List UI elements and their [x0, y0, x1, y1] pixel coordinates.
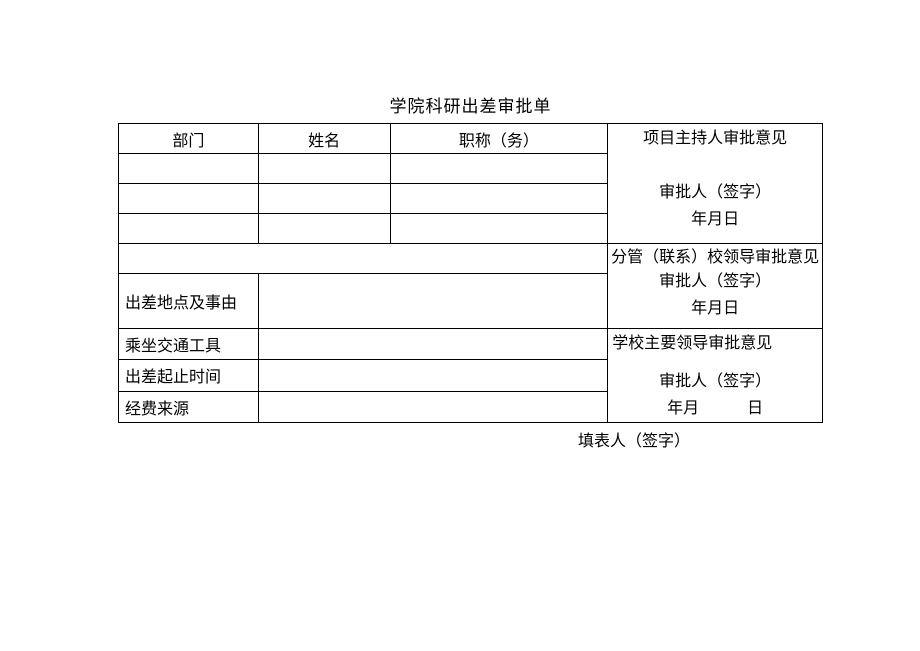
value-transport [258, 329, 607, 360]
approval-leader-title: 分管（联系）校领导审批意见审批人（签字） [608, 246, 822, 294]
value-funding [258, 391, 607, 422]
value-destination [258, 274, 607, 329]
table-row [390, 214, 608, 244]
approval-leader-date: 年月日 [608, 296, 822, 322]
table-row [119, 214, 259, 244]
approval-main-sig: 审批人（签字） [608, 369, 822, 395]
table-row [258, 184, 390, 214]
approval-host: 项目主持人审批意见 审批人（签字） 年月日 [608, 124, 823, 244]
approval-main-leader: 学校主要领导审批意见 审批人（签字） 年月日 [608, 329, 823, 423]
table-row [258, 154, 390, 184]
header-name: 姓名 [258, 124, 390, 154]
header-dept: 部门 [119, 124, 259, 154]
approval-host-date: 年月日 [608, 207, 822, 233]
table-row [119, 184, 259, 214]
label-funding: 经费来源 [119, 391, 259, 422]
value-duration [258, 360, 607, 391]
table-row [390, 184, 608, 214]
table-row [258, 214, 390, 244]
approval-main-title: 学校主要领导审批意见 [608, 331, 822, 357]
table-row [119, 154, 259, 184]
table-row [119, 244, 608, 274]
approval-leader: 分管（联系）校领导审批意见审批人（签字） 年月日 [608, 244, 823, 329]
label-transport: 乘坐交通工具 [119, 329, 259, 360]
approval-main-date: 年月日 [608, 396, 822, 422]
label-duration: 出差起止时间 [119, 360, 259, 391]
label-destination: 出差地点及事由 [119, 274, 259, 329]
form-title: 学院科研出差审批单 [118, 92, 823, 117]
approval-host-title: 项目主持人审批意见 [608, 126, 822, 152]
header-title-job: 职称（务） [390, 124, 608, 154]
footer-signer: 填表人（签字） [118, 427, 823, 451]
approval-host-sig: 审批人（签字） [608, 180, 822, 206]
approval-form-table: 部门 姓名 职称（务） 项目主持人审批意见 审批人（签字） 年月日 [118, 123, 823, 423]
table-row [390, 154, 608, 184]
